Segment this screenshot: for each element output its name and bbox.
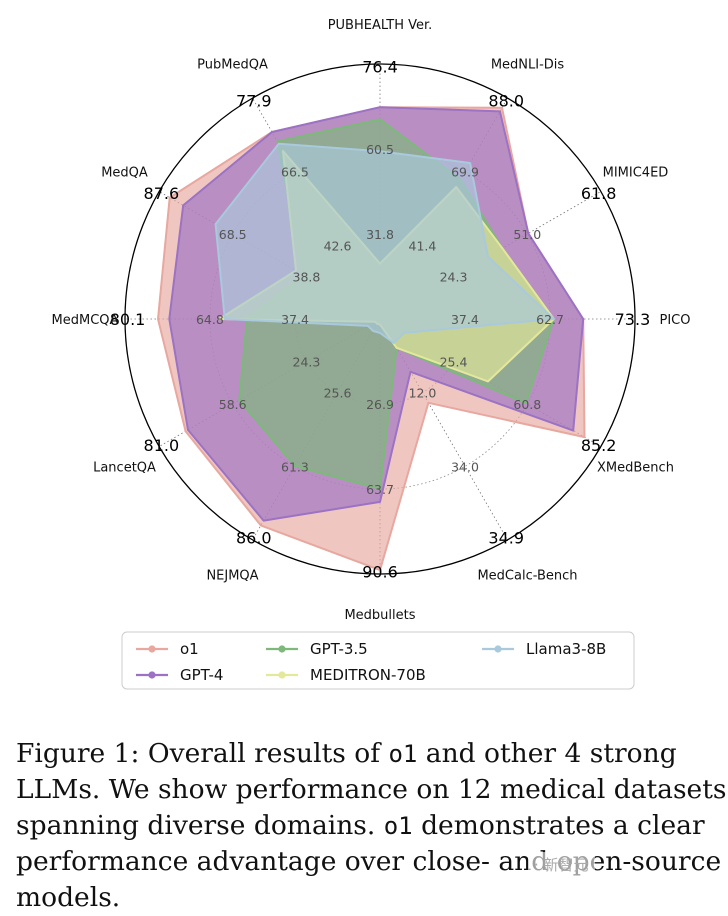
ring-value-label: 69.9 <box>451 165 479 180</box>
ring-value-label: 62.7 <box>536 312 564 327</box>
legend-label: GPT-4 <box>180 666 223 684</box>
axis-label: MIMIC4ED <box>603 166 669 181</box>
ring-value-label: 31.8 <box>366 227 394 242</box>
series-area <box>214 142 555 344</box>
ring-value-label: 24.3 <box>440 270 468 285</box>
ring-value-label: 60.5 <box>366 142 394 157</box>
max-value-label: 34.9 <box>488 529 524 548</box>
max-value-label: 77.9 <box>236 91 272 110</box>
ring-value-label: 58.6 <box>219 397 247 412</box>
legend-label: Llama3-8B <box>526 640 606 658</box>
grid-spoke <box>379 191 602 320</box>
max-value-label: 87.6 <box>144 184 180 203</box>
legend-label: GPT-3.5 <box>310 640 368 658</box>
ring-value-label: 68.5 <box>219 227 247 242</box>
legend: o1 GPT-4 GPT-3.5 MEDITRON-70B Llama3-8B <box>121 631 635 690</box>
axis-label: MedMCQA <box>52 313 119 328</box>
axis-label: NEJMQA <box>206 568 258 583</box>
ring-value-label: 12.0 <box>409 386 437 401</box>
legend-label: o1 <box>180 640 199 658</box>
ring-value-label: 66.5 <box>281 165 309 180</box>
ring-value-label: 51.0 <box>513 227 541 242</box>
outer-ring <box>124 63 636 575</box>
radar-series <box>157 106 586 572</box>
axis-label: LancetQA <box>93 461 156 476</box>
max-value-label: 86.0 <box>236 529 272 548</box>
axis-label: PICO <box>660 313 691 328</box>
axis-label: XMedBench <box>597 461 674 476</box>
ring-value-label: 25.6 <box>324 386 352 401</box>
ring-value-label: 61.3 <box>281 459 309 474</box>
caption-model-name: o1 <box>388 740 418 768</box>
ring-value-label: 34.0 <box>451 459 479 474</box>
radar-chart: 31.8 60.5 41.4 69.9 24.3 51.0 37.4 62.7 25.4 60.8… <box>52 18 691 690</box>
legend-marker <box>148 645 156 653</box>
max-value-label: 61.8 <box>581 184 617 203</box>
ring-value-label: 37.4 <box>281 312 309 327</box>
legend-marker <box>148 671 156 679</box>
grid-spoke <box>379 318 508 541</box>
radar-labels: 31.8 60.5 41.4 69.9 24.3 51.0 37.4 62.7 25.4 60.8… <box>52 18 691 623</box>
ring-value-label: 37.4 <box>451 312 479 327</box>
axis-label: Medbullets <box>344 608 415 623</box>
figure-caption: Figure 1: Overall results of o1 and othe… <box>16 736 728 916</box>
ring-value-label: 38.8 <box>293 270 321 285</box>
ring-value-label: 41.4 <box>409 238 437 253</box>
ring-value-label: 25.4 <box>440 354 468 369</box>
max-value-label: 85.2 <box>581 436 617 455</box>
legend-box <box>121 631 635 690</box>
axis-label: MedNLI-Dis <box>491 58 565 73</box>
caption-prefix: Figure 1: Overall results of <box>16 738 389 769</box>
ring-value-label: 64.8 <box>196 312 224 327</box>
watermark: · 新智元 <box>528 852 595 877</box>
max-value-label: 90.6 <box>362 562 398 581</box>
legend-marker <box>278 671 286 679</box>
ring-value-label: 42.6 <box>324 238 352 253</box>
max-value-label: 80.1 <box>110 310 146 329</box>
caption-middle: and other 4 strong LLMs. We show perform… <box>16 738 727 841</box>
axis-label: MedQA <box>101 166 148 181</box>
legend-label: MEDITRON-70B <box>310 666 426 684</box>
axis-label: PubMedQA <box>197 58 268 73</box>
ring-value-label: 24.3 <box>293 354 321 369</box>
max-value-label: 88.0 <box>488 91 524 110</box>
ring-value-label: 26.9 <box>366 397 394 412</box>
max-value-label: 76.4 <box>362 58 398 77</box>
axis-label: MedCalc-Bench <box>477 568 577 583</box>
axis-label: PUBHEALTH Ver. <box>328 18 433 33</box>
max-value-label: 73.3 <box>615 310 651 329</box>
caption-model-name-2: o1 <box>383 812 413 840</box>
ring-value-label: 60.8 <box>513 397 541 412</box>
ring-value-label: 63.7 <box>366 482 394 497</box>
legend-marker <box>278 645 286 653</box>
legend-marker <box>494 645 502 653</box>
max-value-label: 81.0 <box>144 436 180 455</box>
